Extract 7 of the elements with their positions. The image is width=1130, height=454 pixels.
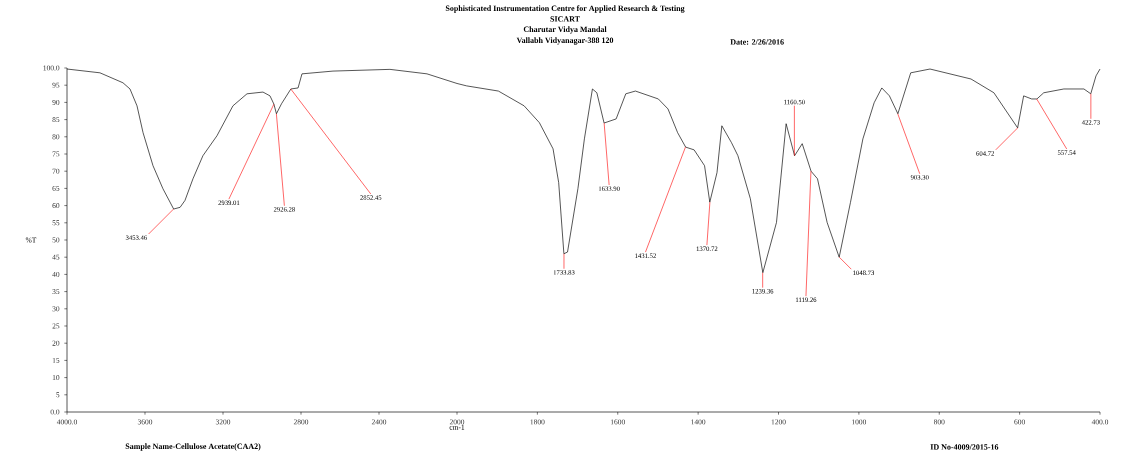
text: ID No-4009/2015-16 [930,444,999,450]
text: Charutar Vidya Mandal [523,26,607,34]
text: Sample Name-Cellulose Acetate(CAA2) [125,443,261,451]
chart-title: Sophisticated Instrumentation Centre for Applied Research & Testing [445,5,685,13]
text: Date: 2/26/2016 [730,39,784,45]
chart-subtitle: SICART [550,16,580,22]
text: Vallabh Vidyanagar-388 120 [516,37,614,45]
